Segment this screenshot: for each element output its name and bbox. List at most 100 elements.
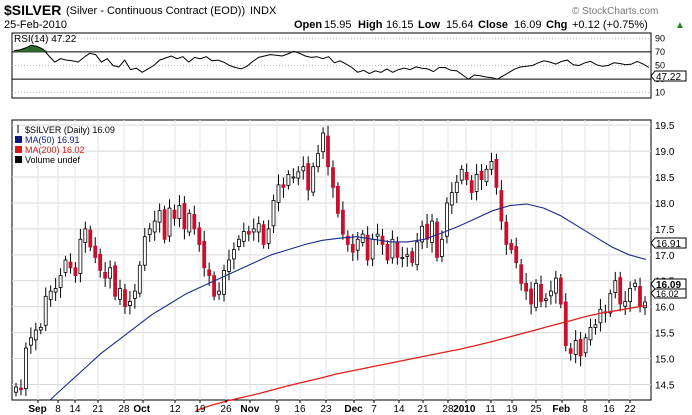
candle-up [241,231,246,242]
rsi-tick-label: 50 [655,61,665,71]
x-axis-label: 14 [69,404,81,415]
price-tick-label: 17.5 [655,225,675,236]
candle-up [390,238,395,259]
legend-swatch [15,136,22,143]
x-axis-label: 28 [442,404,454,415]
rsi-tag-shape [650,70,687,82]
x-axis-label: 22 [624,404,636,415]
rsi-value-tag: 47.22 [650,70,687,83]
x-axis-label: 14 [393,404,405,415]
ma200-value-tag: 16.02 [650,288,687,299]
candle-down [410,251,415,263]
candle-up [633,282,637,287]
ma50-tag-shape [650,237,687,249]
candle-down [306,163,311,191]
ohlc-readout: Open 15.95 High 16.15 Low 15.64 Close 16… [294,19,685,31]
x-axis-label: 16 [603,404,615,415]
candle-up [489,161,494,170]
candle-down [563,301,568,346]
close-tag-text: 16.09 [656,280,681,291]
rsi-tag-text: 47.22 [656,72,681,83]
price-tick-label: 16.0 [655,303,675,314]
price-tick-label: 17.0 [655,251,675,262]
rsi-line [13,44,650,80]
x-axis-label: Nov [240,404,259,415]
candle-down [509,242,514,250]
candle-up [321,132,326,153]
candle-down [162,209,167,240]
candle-up [118,288,122,300]
candle-up [137,264,142,294]
chart-symbol: $SILVER [4,2,61,18]
candle-up [583,337,588,354]
rsi-axis-ticks: 9070503010 [655,33,665,97]
price-tick-label: 18.0 [655,199,675,210]
price-tick-label: 19.5 [655,121,675,132]
price-tick-label: 15.0 [655,355,675,366]
chg-label: Chg [546,19,567,31]
candle-up [48,290,53,300]
price-tick-label: 18.5 [655,173,675,184]
x-axis-label: 23 [320,404,332,415]
candle-up [484,168,489,183]
candle-up [53,288,58,293]
price-gridlines [12,120,651,400]
candle-up [58,275,63,288]
rsi-tick-label: 70 [655,47,665,57]
candle-up [439,238,444,257]
candle-up [534,282,538,308]
candle-down [529,288,533,305]
candle-up [316,153,321,168]
legend-entry: $SILVER (Daily) 16.09 [25,125,115,135]
candle-down [88,229,93,248]
candle-down [202,240,207,269]
candle-up [276,184,281,203]
candle-up [142,236,147,266]
x-axis-label: 12 [169,404,181,415]
candle-down [558,277,563,305]
candle-up [63,259,68,273]
candle-up [598,308,603,324]
candle-up [291,176,296,179]
candle-up [167,207,172,237]
candle-up [549,290,553,297]
candle-up [628,288,632,302]
candle-up [236,238,241,248]
price-axis-ticks: 19.519.018.518.017.517.016.516.015.515.0… [655,121,675,391]
ma200-line [195,304,647,412]
candle-up [449,192,454,206]
candle-down [172,209,177,219]
candle-down [261,224,266,245]
candle-up [251,228,256,233]
candle-down [365,234,370,261]
x-axis-label: 16 [294,404,306,415]
low-label: Low [418,19,440,31]
x-axis-label: 21 [417,404,429,415]
x-axis-label: 19 [194,404,206,415]
candle-down [335,185,340,214]
rsi-tick-label: 10 [655,88,665,98]
candle-down [435,221,439,258]
candle-down [19,387,23,391]
watermark: © StockCharts.com [572,6,658,17]
candle-down [246,231,251,235]
chart-exchange: INDX [250,5,277,17]
candle-up [613,280,618,294]
candle-up [375,233,380,237]
candle-up [108,267,112,279]
price-panel-frame [11,119,652,401]
candle-down [326,135,330,168]
chart-description: (Silver - Continuous Contract (EOD)) [66,5,245,17]
open-label: Open [294,19,322,31]
x-axis-label: 19 [506,404,518,415]
low-value: 15.64 [446,19,474,31]
candle-up [132,290,137,299]
candle-up [286,173,291,186]
candle-up [311,166,316,193]
x-axis-label: 25 [530,404,542,415]
candle-up [400,256,405,259]
candle-down [340,209,345,235]
candle-up [608,293,613,314]
x-axis-label: 8 [55,404,61,415]
